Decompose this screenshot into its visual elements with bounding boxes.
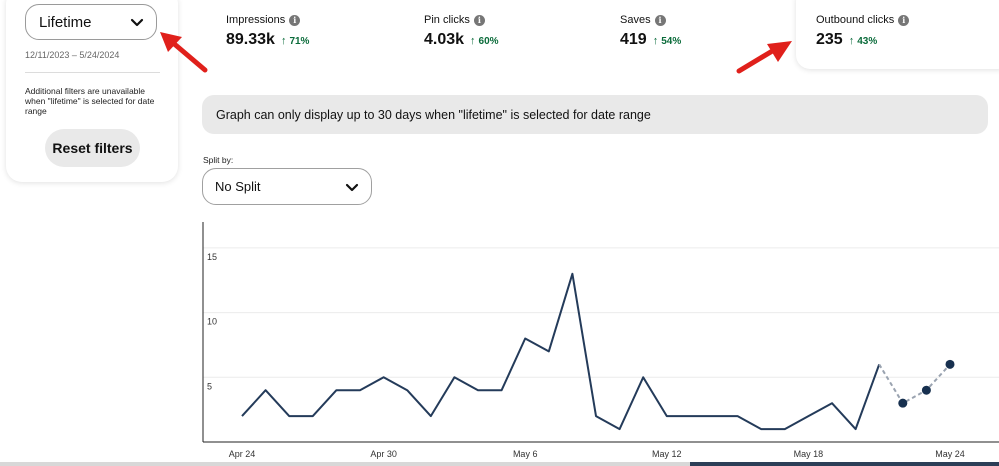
data-point[interactable] (898, 398, 908, 408)
date-range-text: 12/11/2023 – 5/24/2024 (25, 50, 120, 60)
metric-value: 4.03k (424, 31, 465, 48)
x-tick-label: May 24 (935, 449, 965, 459)
scrollbar-thumb[interactable] (690, 462, 999, 466)
metric-label: Outbound clicks (816, 14, 895, 26)
chevron-down-icon (345, 180, 359, 194)
metric-change: 60% (478, 36, 499, 47)
metric-saves[interactable]: Saves i 419 ↑ 54% (620, 14, 681, 49)
metric-outbound-clicks[interactable]: Outbound clicks i 235 ↑ 43% (816, 14, 910, 49)
annotation-arrow-icon (736, 41, 792, 74)
split-by-label: Split by: (203, 155, 234, 165)
split-by-value: No Split (215, 179, 261, 194)
notice-text: Graph can only display up to 30 days whe… (216, 107, 651, 122)
x-tick-label: May 6 (513, 449, 538, 459)
projected-series-line (878, 363, 951, 405)
metric-pin-clicks[interactable]: Pin clicks i 4.03k ↑ 60% (424, 14, 499, 49)
metric-change: 71% (289, 36, 310, 47)
date-range-select[interactable]: Lifetime (25, 4, 157, 40)
chevron-down-icon (130, 15, 144, 29)
x-tick-label: Apr 30 (370, 449, 397, 459)
metric-label: Impressions (226, 14, 286, 26)
horizontal-scrollbar[interactable] (0, 462, 999, 466)
metric-change: 43% (857, 36, 878, 47)
x-tick-label: Apr 24 (229, 449, 256, 459)
info-icon[interactable]: i (289, 14, 301, 26)
metric-value: 235 (816, 31, 843, 48)
arrow-up-icon: ↑ (470, 35, 476, 47)
divider (25, 72, 160, 73)
metric-label: Pin clicks (424, 14, 470, 26)
x-tick-label: May 12 (652, 449, 682, 459)
metric-impressions[interactable]: Impressions i 89.33k ↑ 71% (226, 14, 309, 49)
data-point[interactable] (945, 359, 955, 369)
info-icon[interactable]: i (473, 14, 485, 26)
y-tick-label: 15 (207, 252, 217, 262)
lifetime-notice: Graph can only display up to 30 days whe… (202, 95, 988, 134)
metric-change: 54% (661, 36, 682, 47)
x-tick-label: May 18 (794, 449, 824, 459)
arrow-up-icon: ↑ (848, 35, 855, 47)
arrow-up-icon: ↑ (280, 35, 287, 47)
metric-label: Saves (620, 14, 651, 26)
data-point[interactable] (921, 385, 931, 395)
chart-grid (203, 247, 999, 378)
series-line (241, 272, 881, 431)
date-range-select-value: Lifetime (39, 13, 92, 31)
info-icon[interactable]: i (654, 14, 666, 26)
info-icon[interactable]: i (898, 14, 910, 26)
y-tick-label: 10 (207, 317, 217, 327)
outbound-clicks-card[interactable] (796, 0, 999, 69)
y-tick-label: 5 (207, 381, 212, 391)
filters-unavailable-note: Additional filters are unavailable when … (25, 86, 155, 116)
metric-value: 89.33k (226, 31, 275, 48)
reset-filters-button[interactable]: Reset filters (45, 129, 140, 167)
annotation-arrow-icon (160, 32, 208, 73)
arrow-up-icon: ↑ (652, 35, 659, 47)
metric-value: 419 (620, 31, 647, 48)
split-by-select[interactable]: No Split (202, 168, 372, 205)
